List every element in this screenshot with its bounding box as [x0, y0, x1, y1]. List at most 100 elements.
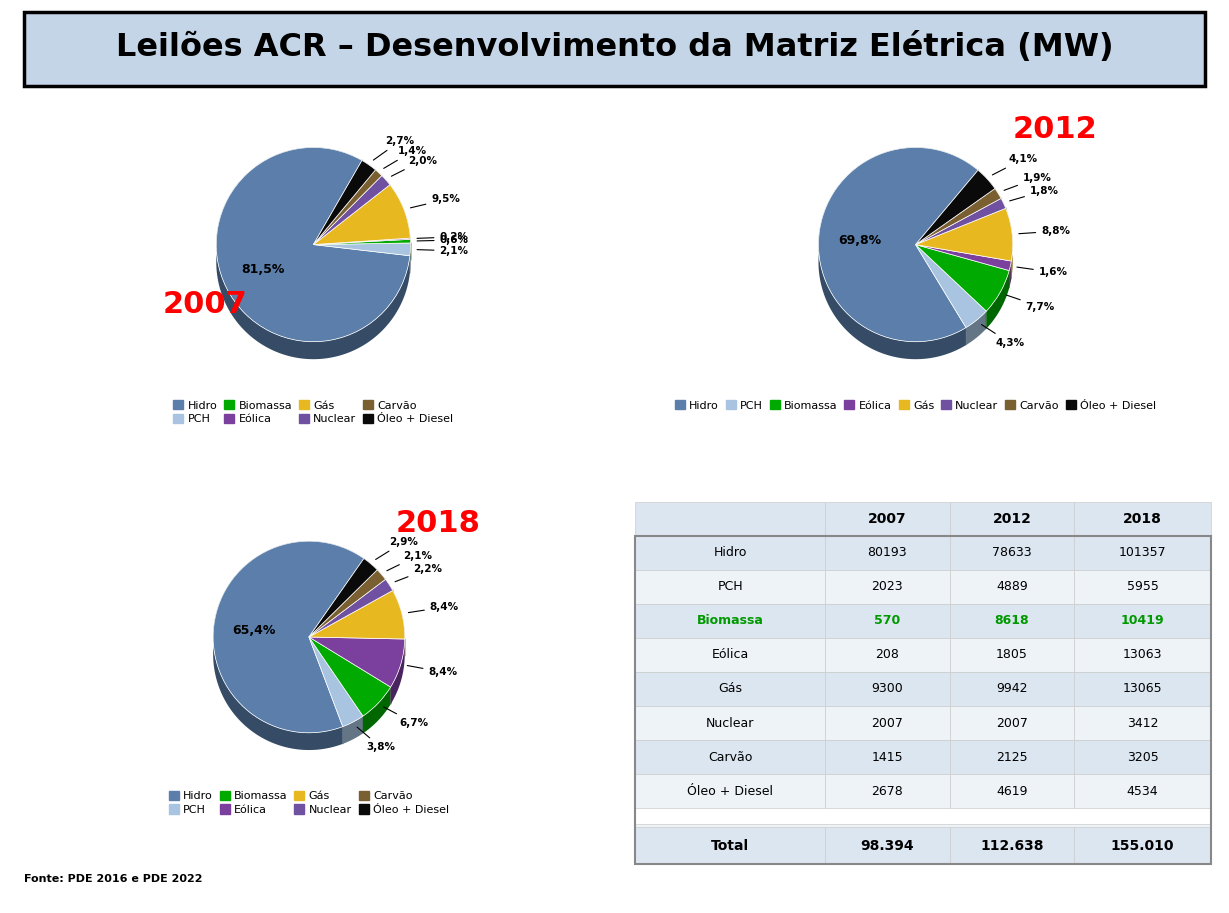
Text: 2,1%: 2,1%	[387, 551, 433, 571]
Bar	[825, 706, 950, 740]
Text: Leilões ACR – Desenvolvimento da Matriz Elétrica (MW): Leilões ACR – Desenvolvimento da Matriz …	[116, 32, 1113, 63]
Polygon shape	[1009, 261, 1011, 289]
Text: 2018: 2018	[396, 509, 481, 538]
Polygon shape	[343, 716, 363, 744]
Text: 2,1%: 2,1%	[417, 246, 468, 256]
Wedge shape	[916, 198, 1005, 245]
Legend: Hidro, PCH, Biomassa, Eólica, Gás, Nuclear, Carvão, Óleo + Diesel: Hidro, PCH, Biomassa, Eólica, Gás, Nucle…	[165, 786, 454, 819]
Wedge shape	[313, 170, 382, 245]
Bar	[1074, 536, 1211, 570]
Bar	[825, 827, 950, 865]
Text: Gás: Gás	[718, 682, 742, 696]
Polygon shape	[376, 170, 382, 194]
Text: 4889: 4889	[997, 580, 1027, 593]
Bar	[635, 536, 825, 570]
Bar	[1074, 740, 1211, 774]
Bar	[635, 536, 1211, 865]
Wedge shape	[313, 161, 376, 245]
Polygon shape	[390, 184, 410, 256]
Polygon shape	[819, 148, 978, 359]
Wedge shape	[313, 175, 390, 245]
Bar	[950, 672, 1074, 706]
Bar	[825, 603, 950, 638]
Text: 65,4%: 65,4%	[232, 624, 275, 636]
Bar	[635, 706, 825, 740]
Polygon shape	[966, 311, 987, 345]
Wedge shape	[308, 637, 363, 727]
Text: 2125: 2125	[997, 750, 1027, 763]
Text: 1,8%: 1,8%	[1010, 186, 1059, 201]
Text: 69,8%: 69,8%	[838, 234, 881, 247]
Bar	[635, 603, 825, 638]
Text: 2007: 2007	[868, 511, 907, 526]
Bar	[825, 501, 950, 536]
Text: 5955: 5955	[1127, 580, 1159, 593]
Bar	[635, 827, 825, 865]
Bar	[1074, 672, 1211, 706]
Polygon shape	[978, 170, 995, 206]
Text: 13063: 13063	[1123, 648, 1163, 661]
Bar	[950, 827, 1074, 865]
Bar	[1074, 774, 1211, 808]
Bar	[950, 501, 1074, 536]
Text: 8618: 8618	[994, 614, 1030, 627]
Bar	[635, 638, 825, 672]
Bar	[635, 740, 825, 774]
Wedge shape	[916, 245, 1009, 311]
Text: 7,7%: 7,7%	[1007, 295, 1054, 311]
Text: 2012: 2012	[1013, 115, 1097, 143]
Polygon shape	[386, 580, 393, 608]
Text: 8,4%: 8,4%	[408, 602, 458, 613]
Text: 80193: 80193	[868, 546, 907, 559]
Polygon shape	[216, 148, 410, 359]
Text: PCH: PCH	[718, 580, 744, 593]
Wedge shape	[916, 170, 995, 245]
Text: 4,1%: 4,1%	[992, 154, 1037, 175]
Wedge shape	[313, 239, 410, 245]
Text: 1,4%: 1,4%	[383, 146, 428, 168]
Wedge shape	[819, 148, 978, 341]
Bar	[1074, 501, 1211, 536]
Text: 2,7%: 2,7%	[374, 136, 414, 160]
Legend: Hidro, PCH, Biomassa, Eólica, Gás, Nuclear, Carvão, Óleo + Diesel: Hidro, PCH, Biomassa, Eólica, Gás, Nucle…	[168, 396, 458, 429]
Wedge shape	[916, 208, 1013, 261]
Wedge shape	[308, 637, 391, 716]
Polygon shape	[1005, 208, 1013, 278]
Text: 10419: 10419	[1121, 614, 1164, 627]
Text: 9300: 9300	[871, 682, 903, 696]
Text: Eólica: Eólica	[712, 648, 748, 661]
Bar	[950, 740, 1074, 774]
Text: Fonte: PDE 2016 e PDE 2022: Fonte: PDE 2016 e PDE 2022	[25, 875, 203, 884]
Wedge shape	[308, 570, 386, 637]
Bar	[950, 638, 1074, 672]
Bar	[1074, 570, 1211, 603]
Text: Óleo + Diesel: Óleo + Diesel	[687, 784, 773, 798]
Text: 2,0%: 2,0%	[391, 156, 436, 176]
Bar	[825, 774, 950, 808]
Bar	[950, 536, 1074, 570]
Text: 81,5%: 81,5%	[241, 263, 285, 277]
Bar	[635, 672, 825, 706]
Bar	[825, 672, 950, 706]
Text: 4,3%: 4,3%	[982, 324, 1024, 348]
Text: 1415: 1415	[871, 750, 903, 763]
Bar	[1074, 827, 1211, 865]
Polygon shape	[391, 639, 404, 704]
Wedge shape	[216, 148, 410, 341]
Text: 3205: 3205	[1127, 750, 1159, 763]
Text: 9,5%: 9,5%	[410, 194, 460, 208]
Polygon shape	[1002, 198, 1005, 226]
Text: 2023: 2023	[871, 580, 903, 593]
Wedge shape	[213, 541, 364, 733]
Wedge shape	[916, 245, 1011, 270]
Wedge shape	[313, 184, 410, 245]
Text: 4534: 4534	[1127, 784, 1159, 798]
Text: 155.010: 155.010	[1111, 839, 1174, 853]
Bar	[950, 706, 1074, 740]
Polygon shape	[364, 559, 377, 587]
Text: 112.638: 112.638	[981, 839, 1043, 853]
Legend: Hidro, PCH, Biomassa, Eólica, Gás, Nuclear, Carvão, Óleo + Diesel: Hidro, PCH, Biomassa, Eólica, Gás, Nucle…	[671, 396, 1160, 415]
Text: 2,9%: 2,9%	[376, 537, 418, 560]
Text: 9942: 9942	[997, 682, 1027, 696]
Wedge shape	[313, 243, 410, 256]
